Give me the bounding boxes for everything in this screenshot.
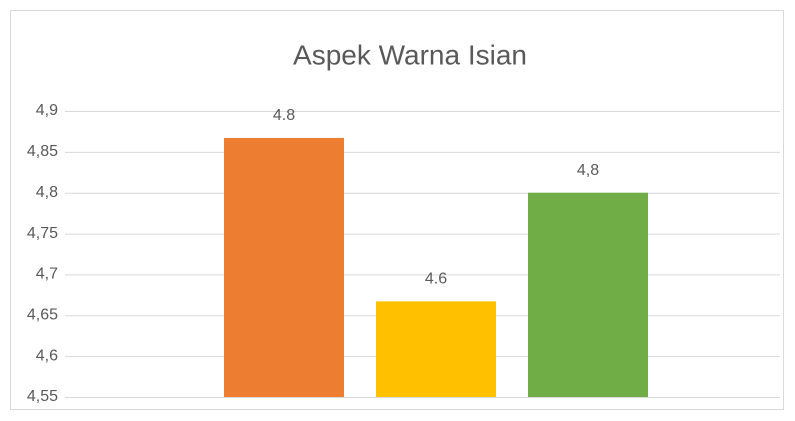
bar [528, 192, 648, 397]
y-tick-label: 4,65 [27, 307, 58, 324]
bar [376, 301, 496, 397]
y-tick-label: 4,55 [27, 388, 58, 405]
bar [224, 137, 344, 398]
chart-title: Aspek Warna Isian [293, 39, 527, 70]
data-label: 4.8 [273, 107, 295, 124]
data-label: 4,8 [577, 162, 599, 179]
y-tick-label: 4,7 [36, 266, 58, 283]
y-tick-label: 4,9 [36, 102, 58, 119]
data-label: 4.6 [425, 271, 447, 288]
y-tick-label: 4,75 [27, 225, 58, 242]
y-tick-label: 4,8 [36, 184, 58, 201]
y-tick-label: 4,6 [36, 347, 58, 364]
y-tick-label: 4,85 [27, 143, 58, 160]
